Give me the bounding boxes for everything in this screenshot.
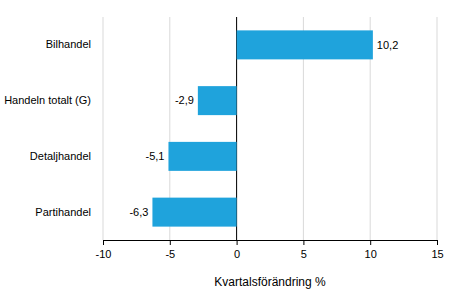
x-tick: -10 — [96, 240, 112, 260]
bar — [152, 198, 236, 227]
x-tick: 15 — [431, 240, 443, 260]
x-tick-label: 15 — [431, 248, 443, 260]
x-axis: -10 -5 0 5 10 15 — [96, 240, 444, 260]
x-tick: -5 — [165, 240, 175, 260]
data-label: -5,1 — [145, 150, 164, 162]
bar — [237, 30, 373, 59]
data-labels: 10,2 -2,9 -5,1 -6,3 — [129, 39, 398, 218]
x-tick-mark — [103, 240, 104, 245]
data-label: 10,2 — [377, 39, 398, 51]
bar — [198, 86, 237, 115]
bars — [152, 30, 372, 226]
chart: -10 -5 0 5 10 15 Bilhandel Handeln totalt (G) De… — [0, 0, 454, 302]
x-tick-mark — [303, 240, 304, 245]
y-axis: Bilhandel Handeln totalt (G) Detaljhandel P… — [4, 38, 91, 217]
category-label: Bilhandel — [46, 38, 91, 50]
x-axis-title: Kvartalsförändring % — [214, 275, 326, 289]
y-tick: Handeln totalt (G) — [4, 94, 91, 106]
category-label: Handeln totalt (G) — [4, 94, 91, 106]
x-tick: 5 — [301, 240, 307, 260]
x-tick-label: -10 — [96, 248, 112, 260]
x-tick: 10 — [365, 240, 377, 260]
x-tick-mark — [170, 240, 171, 245]
x-tick-mark — [437, 240, 438, 245]
x-tick-label: -5 — [165, 248, 175, 260]
x-tick-label: 5 — [301, 248, 307, 260]
y-tick: Partihandel — [35, 206, 91, 218]
grid-line — [103, 17, 104, 240]
y-tick: Bilhandel — [46, 38, 91, 50]
x-axis-line — [104, 240, 438, 241]
x-tick-label: 0 — [234, 248, 240, 260]
grid-line — [437, 17, 438, 240]
x-tick-mark — [370, 240, 371, 245]
x-tick: 0 — [234, 240, 240, 260]
data-label: -6,3 — [129, 206, 148, 218]
grid — [103, 17, 437, 240]
plot: -10 -5 0 5 10 15 Bilhandel Handeln totalt (G) De… — [4, 17, 443, 260]
x-tick-label: 10 — [365, 248, 377, 260]
category-label: Detaljhandel — [30, 150, 91, 162]
category-label: Partihandel — [35, 206, 91, 218]
x-tick-mark — [237, 240, 238, 245]
y-tick: Detaljhandel — [30, 150, 91, 162]
bar — [168, 142, 236, 171]
data-label: -2,9 — [175, 94, 194, 106]
